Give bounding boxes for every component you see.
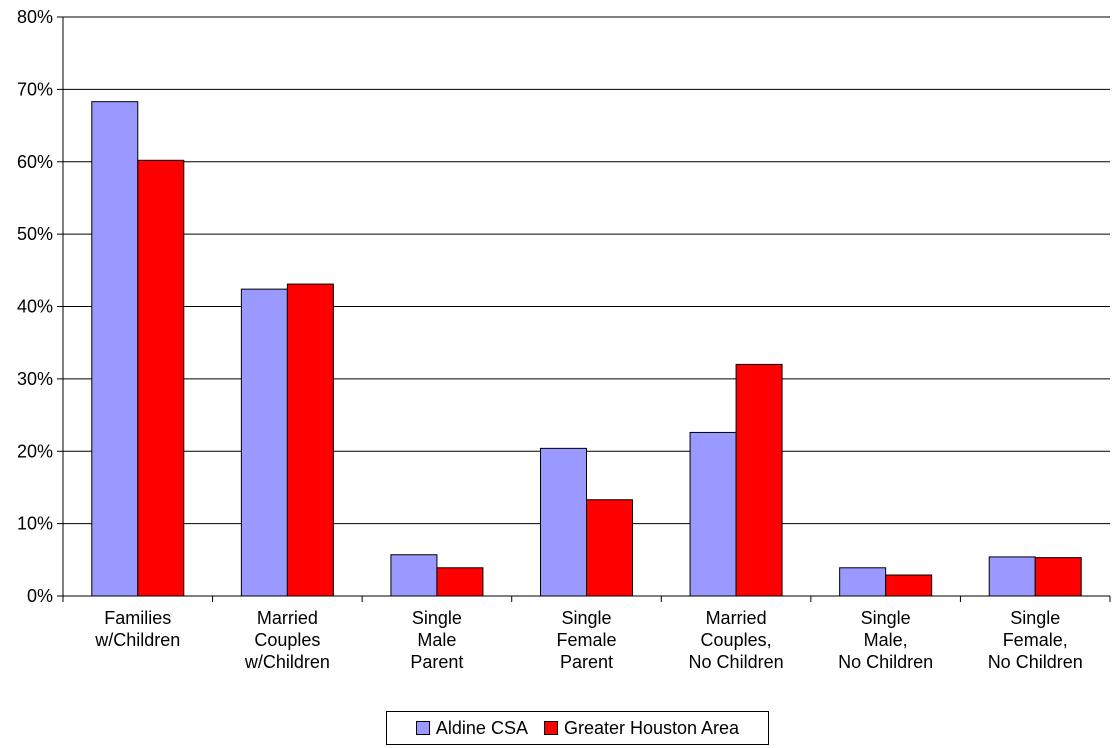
bar-aldine-0 [91, 101, 139, 597]
legend: Aldine CSA Greater Houston Area [386, 711, 769, 745]
y-tick-label: 70% [17, 79, 53, 99]
legend-label-houston: Greater Houston Area [563, 717, 740, 738]
x-axis: Families w/Children Married Couples w/Childr… [62, 595, 1111, 672]
bar-houston-2 [436, 567, 484, 597]
x-category-label: Families w/Children [94, 608, 180, 650]
y-tick-label: 40% [17, 297, 53, 317]
x-category-label: Single Female, No Children [988, 608, 1083, 672]
bar-aldine-4 [689, 431, 737, 597]
bar-aldine-6 [988, 556, 1036, 597]
legend-swatch-houston [543, 721, 558, 735]
bar-houston-6 [1034, 557, 1082, 597]
y-tick-label: 30% [17, 369, 53, 389]
bar-aldine-3 [540, 447, 587, 597]
bar-houston-4 [735, 363, 783, 597]
gridlines [63, 16, 1110, 525]
x-category-label: Married Couples w/Children [244, 608, 330, 672]
bar-houston-5 [885, 574, 933, 597]
x-category-label: Single Female Parent [556, 608, 616, 672]
legend-item-aldine: Aldine CSA [415, 717, 528, 739]
legend-label-aldine: Aldine CSA [435, 717, 528, 738]
bar-houston-0 [137, 159, 185, 597]
y-tick-label: 10% [17, 514, 53, 534]
bar-chart: 0% 10% 20% 30% 40% 50% 60% 70% 80% Families w/Chi… [17, 7, 1111, 672]
bars [91, 101, 1082, 597]
bar-aldine-5 [839, 567, 887, 597]
y-tick-label: 60% [17, 152, 53, 172]
bar-houston-3 [586, 499, 633, 597]
x-category-label: Single Male Parent [410, 608, 463, 672]
y-tick-label: 80% [17, 7, 53, 27]
x-category-label: Single Male, No Children [838, 608, 933, 672]
bar-houston-1 [286, 283, 334, 597]
legend-item-houston: Greater Houston Area [543, 717, 740, 739]
y-tick-label: 0% [27, 586, 53, 606]
y-axis: 0% 10% 20% 30% 40% 50% 60% 70% 80% [17, 7, 64, 606]
y-tick-label: 50% [17, 224, 53, 244]
bar-aldine-1 [240, 288, 288, 597]
y-tick-label: 20% [17, 441, 53, 461]
bar-aldine-2 [390, 554, 438, 597]
x-category-label: Married Couples, No Children [689, 608, 784, 672]
legend-swatch-aldine [415, 721, 430, 735]
